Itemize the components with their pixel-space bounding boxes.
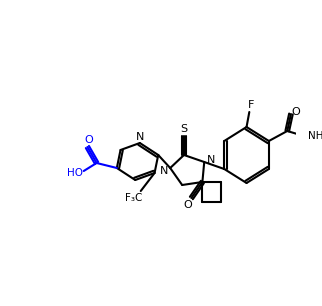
Text: HO: HO [67, 168, 82, 178]
Text: N: N [136, 132, 144, 142]
Text: O: O [84, 135, 93, 145]
Text: NH: NH [308, 131, 322, 141]
Text: N: N [160, 166, 168, 176]
Text: F₃C: F₃C [125, 193, 142, 203]
Text: N: N [206, 155, 215, 165]
Text: O: O [183, 200, 192, 210]
Text: O: O [291, 107, 300, 117]
Text: S: S [180, 124, 187, 134]
Text: F: F [248, 100, 254, 110]
